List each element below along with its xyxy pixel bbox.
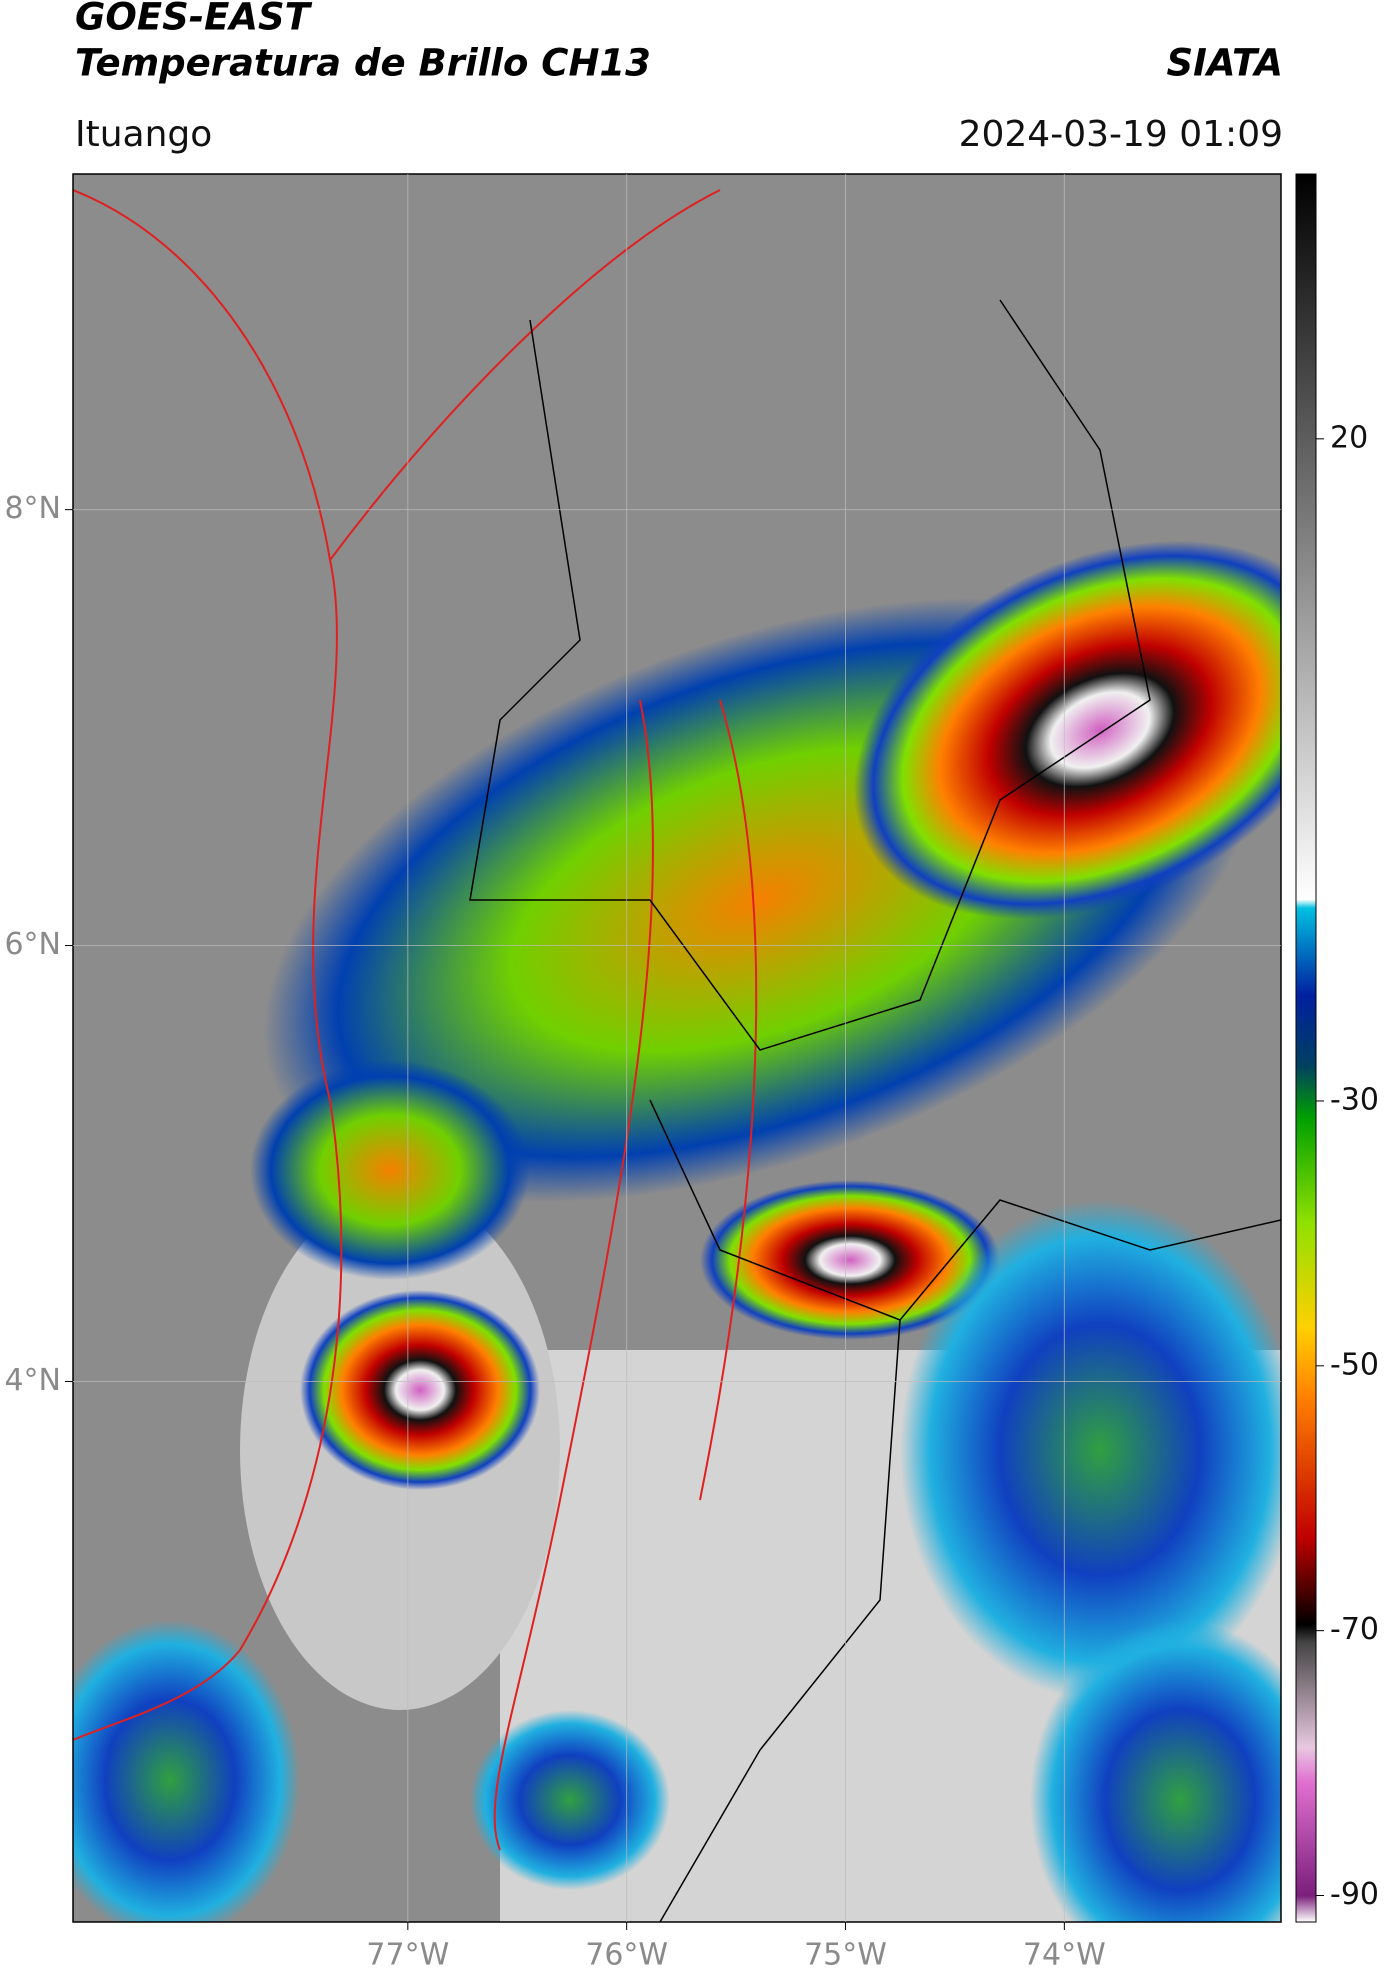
y-tick-label: 8°N — [4, 491, 61, 526]
x-tick-label: 76°W — [585, 1938, 668, 1973]
source: SIATA — [1166, 42, 1283, 85]
title: Temperatura de Brillo CH13 — [75, 42, 651, 85]
satellite-image — [73, 174, 1281, 1922]
location: Ituango — [75, 114, 212, 155]
colorbar-tick-label: -50 — [1330, 1347, 1379, 1382]
colorbar — [1295, 173, 1317, 1923]
colorbar-tick-label: -30 — [1330, 1082, 1379, 1117]
colorbar-tick-label: -90 — [1330, 1877, 1379, 1912]
x-tick-label: 77°W — [366, 1938, 449, 1973]
colorbar-tick-label: 20 — [1330, 420, 1368, 455]
x-tick-label: 75°W — [804, 1938, 887, 1973]
x-tick-label: 74°W — [1023, 1938, 1106, 1973]
map-frame — [72, 173, 1282, 1923]
datetime: 2024-03-19 01:09 — [959, 114, 1283, 155]
satellite: GOES-EAST — [75, 0, 313, 39]
colorbar-tick-label: -70 — [1330, 1612, 1379, 1647]
y-tick-label: 6°N — [4, 927, 61, 962]
y-tick-label: 4°N — [4, 1363, 61, 1398]
